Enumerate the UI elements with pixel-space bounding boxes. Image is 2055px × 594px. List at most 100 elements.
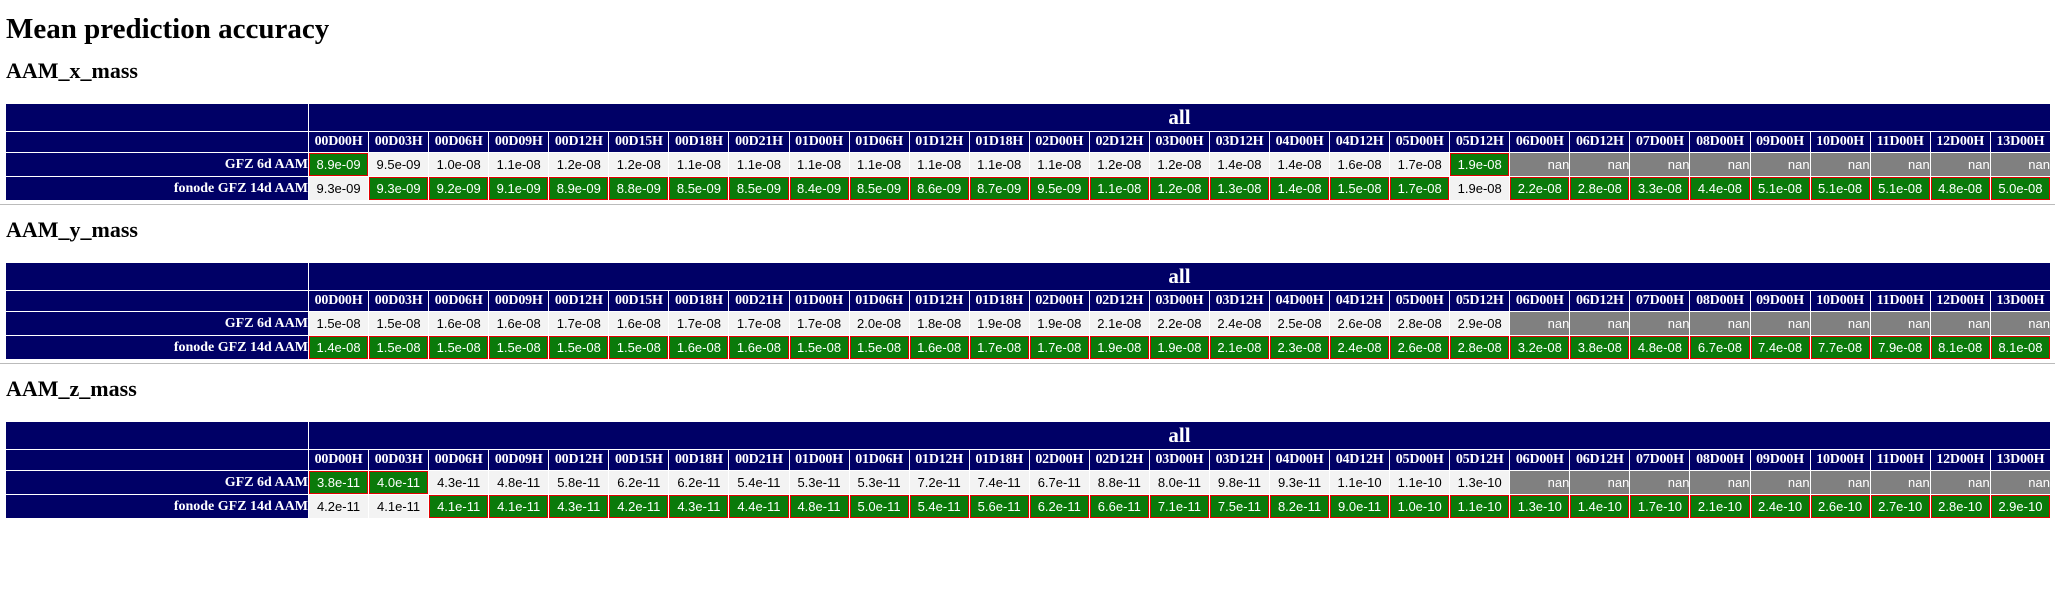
accuracy-cell: 5.3e-11 — [849, 471, 909, 494]
lead-time-header: 00D12H — [549, 450, 609, 470]
accuracy-cell: 7.7e-08 — [1810, 336, 1870, 359]
lead-time-header: 02D12H — [1089, 132, 1149, 152]
accuracy-cell: 1.3e-08 — [1209, 177, 1269, 200]
accuracy-cell: 2.8e-08 — [1390, 312, 1450, 335]
accuracy-cell: 2.4e-08 — [1330, 336, 1390, 359]
lead-time-header: 12D00H — [1930, 291, 1990, 311]
accuracy-cell: 6.2e-11 — [669, 471, 729, 494]
accuracy-cell: 4.8e-08 — [1930, 177, 1990, 200]
lead-time-header: 00D15H — [609, 450, 669, 470]
accuracy-cell: nan — [1570, 153, 1630, 176]
accuracy-cell: 1.1e-10 — [1450, 495, 1510, 518]
accuracy-cell: 8.9e-09 — [309, 153, 369, 176]
accuracy-cell: nan — [1690, 153, 1750, 176]
accuracy-cell: nan — [1990, 312, 2050, 335]
accuracy-cell: 1.4e-08 — [1270, 177, 1330, 200]
page: Mean prediction accuracy AAM_x_mass all … — [0, 13, 2055, 518]
lead-time-header: 08D00H — [1690, 132, 1750, 152]
lead-time-header: 00D06H — [429, 291, 489, 311]
lead-time-header: 05D00H — [1390, 291, 1450, 311]
lead-time-header: 00D09H — [489, 291, 549, 311]
accuracy-cell: 1.1e-08 — [789, 153, 849, 176]
lead-time-header: 07D00H — [1630, 291, 1690, 311]
accuracy-cell: 1.6e-08 — [1330, 153, 1390, 176]
accuracy-cell: 8.2e-11 — [1270, 495, 1330, 518]
accuracy-cell: 9.1e-09 — [489, 177, 549, 200]
lead-time-header: 00D15H — [609, 132, 669, 152]
accuracy-cell: 1.6e-08 — [489, 312, 549, 335]
accuracy-cell: nan — [1990, 471, 2050, 494]
lead-time-header: 08D00H — [1690, 291, 1750, 311]
lead-time-header: 06D00H — [1510, 132, 1570, 152]
accuracy-cell: 1.1e-08 — [969, 153, 1029, 176]
accuracy-cell: 1.2e-08 — [1149, 153, 1209, 176]
accuracy-cell: 8.5e-09 — [669, 177, 729, 200]
accuracy-cell: 1.4e-08 — [1270, 153, 1330, 176]
accuracy-cell: 1.4e-08 — [1209, 153, 1269, 176]
lead-time-header: 11D00H — [1870, 132, 1930, 152]
accuracy-cell: 2.6e-10 — [1810, 495, 1870, 518]
accuracy-cell: 4.1e-11 — [429, 495, 489, 518]
accuracy-cell: 6.7e-11 — [1029, 471, 1089, 494]
accuracy-cell: 1.1e-08 — [909, 153, 969, 176]
lead-time-header: 10D00H — [1810, 450, 1870, 470]
lead-time-header: 00D18H — [669, 450, 729, 470]
accuracy-cell: 5.8e-11 — [549, 471, 609, 494]
accuracy-cell: 1.3e-10 — [1450, 471, 1510, 494]
accuracy-cell: 1.5e-08 — [489, 336, 549, 359]
lead-time-header: 01D06H — [849, 132, 909, 152]
lead-time-header: 01D12H — [909, 450, 969, 470]
page-title: Mean prediction accuracy — [6, 13, 330, 45]
lead-time-header: 04D00H — [1270, 450, 1330, 470]
accuracy-cell: 7.5e-11 — [1209, 495, 1269, 518]
lead-time-header: 00D21H — [729, 132, 789, 152]
accuracy-cell: 9.3e-09 — [309, 177, 369, 200]
accuracy-cell: 1.5e-08 — [369, 336, 429, 359]
accuracy-cell: 1.1e-10 — [1330, 471, 1390, 494]
table-row: GFZ 6d AAM 3.8e-11 4.0e-11 4.3e-11 4.8e-11 5.… — [6, 471, 2050, 494]
accuracy-cell: nan — [1810, 312, 1870, 335]
accuracy-cell: 9.0e-11 — [1330, 495, 1390, 518]
section-aam-y-mass: AAM_y_mass all 00D00H 00D03H 00D06H 00D09H 0… — [0, 217, 2055, 364]
accuracy-cell: 2.8e-08 — [1570, 177, 1630, 200]
lead-time-header: 01D06H — [849, 450, 909, 470]
accuracy-cell: 4.3e-11 — [669, 495, 729, 518]
table-corner — [6, 104, 308, 131]
accuracy-cell: 1.8e-08 — [909, 312, 969, 335]
accuracy-cell: 1.5e-08 — [549, 336, 609, 359]
accuracy-cell: 2.2e-08 — [1149, 312, 1209, 335]
lead-time-header: 06D12H — [1570, 450, 1630, 470]
accuracy-cell: 1.6e-08 — [729, 336, 789, 359]
accuracy-cell: 2.7e-10 — [1870, 495, 1930, 518]
accuracy-cell: nan — [1630, 312, 1690, 335]
accuracy-cell: 1.0e-08 — [429, 153, 489, 176]
accuracy-cell: 1.9e-08 — [1149, 336, 1209, 359]
lead-time-header: 00D18H — [669, 291, 729, 311]
lead-time-header: 06D12H — [1570, 132, 1630, 152]
accuracy-cell: 2.6e-08 — [1390, 336, 1450, 359]
table-corner — [6, 263, 308, 290]
accuracy-cell: 1.7e-08 — [969, 336, 1029, 359]
lead-time-header: 00D15H — [609, 291, 669, 311]
lead-time-header: 13D00H — [1990, 291, 2050, 311]
accuracy-cell: 5.6e-11 — [969, 495, 1029, 518]
accuracy-cell: 1.1e-08 — [669, 153, 729, 176]
accuracy-cell: 9.5e-09 — [369, 153, 429, 176]
model-label: fonode GFZ 14d AAM — [6, 177, 308, 200]
accuracy-cell: 1.2e-08 — [1149, 177, 1209, 200]
accuracy-cell: 1.5e-08 — [789, 336, 849, 359]
table-row: fonode GFZ 14d AAM 9.3e-09 9.3e-09 9.2e-09 9… — [6, 177, 2050, 200]
lead-time-header: 01D18H — [969, 291, 1029, 311]
accuracy-cell: 3.8e-11 — [309, 471, 369, 494]
accuracy-cell: 1.1e-08 — [489, 153, 549, 176]
accuracy-cell: 5.4e-11 — [729, 471, 789, 494]
lead-time-header: 00D06H — [429, 450, 489, 470]
lead-time-header: 00D21H — [729, 291, 789, 311]
model-label: fonode GFZ 14d AAM — [6, 495, 308, 518]
model-label: GFZ 6d AAM — [6, 153, 308, 176]
accuracy-cell: 9.2e-09 — [429, 177, 489, 200]
accuracy-cell: 1.5e-08 — [609, 336, 669, 359]
lead-time-header: 00D00H — [309, 450, 369, 470]
accuracy-cell: 8.4e-09 — [789, 177, 849, 200]
accuracy-cell: 7.4e-11 — [969, 471, 1029, 494]
